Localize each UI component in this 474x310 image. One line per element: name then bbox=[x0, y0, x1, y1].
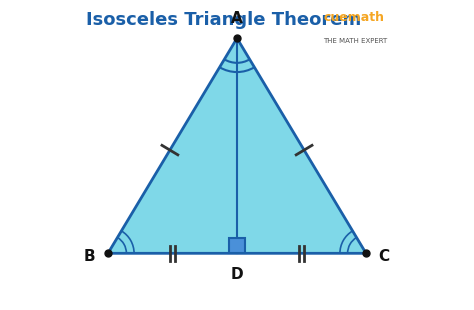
Text: D: D bbox=[231, 267, 243, 282]
Text: B: B bbox=[84, 249, 96, 264]
Text: cuemath: cuemath bbox=[323, 11, 384, 24]
Text: A: A bbox=[231, 11, 243, 26]
Polygon shape bbox=[108, 38, 366, 253]
Wedge shape bbox=[335, 227, 366, 253]
Text: Isosceles Triangle Theorem: Isosceles Triangle Theorem bbox=[86, 11, 362, 29]
Text: C: C bbox=[378, 249, 390, 264]
Wedge shape bbox=[108, 227, 139, 253]
Bar bbox=[229, 238, 245, 253]
Text: THE MATH EXPERT: THE MATH EXPERT bbox=[323, 38, 387, 44]
